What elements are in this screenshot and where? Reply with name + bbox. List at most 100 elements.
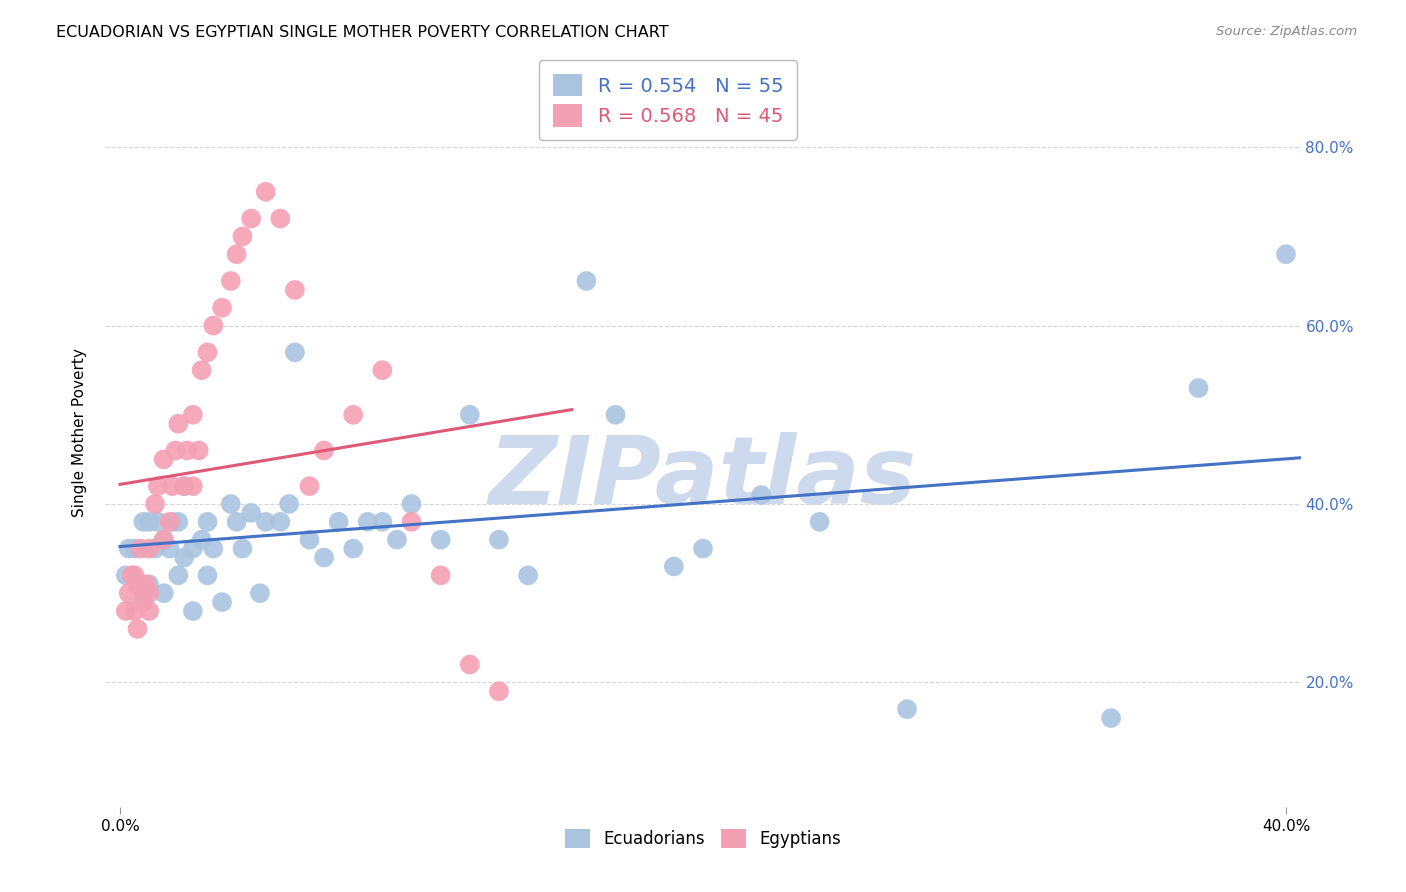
Point [240, 506, 263, 520]
Point [488, 684, 510, 698]
Point [278, 497, 301, 511]
Point [808, 515, 831, 529]
Point [401, 497, 423, 511]
Point [132, 515, 155, 529]
Point [342, 541, 364, 556]
Point [312, 550, 335, 565]
Point [152, 533, 174, 547]
Point [197, 515, 219, 529]
Point [202, 318, 225, 333]
Point [371, 515, 394, 529]
Point [298, 479, 321, 493]
Point [173, 479, 195, 493]
Point [225, 515, 247, 529]
Point [342, 408, 364, 422]
Point [181, 604, 204, 618]
Point [152, 586, 174, 600]
Point [181, 541, 204, 556]
Point [749, 488, 772, 502]
Point [254, 515, 277, 529]
Point [121, 568, 143, 582]
Point [231, 541, 253, 556]
Point [429, 533, 451, 547]
Point [298, 533, 321, 547]
Legend: Ecuadorians, Egyptians: Ecuadorians, Egyptians [558, 822, 848, 855]
Point [357, 515, 380, 529]
Point [190, 533, 212, 547]
Point [165, 443, 187, 458]
Point [138, 541, 160, 556]
Point [231, 229, 253, 244]
Point [1187, 381, 1209, 395]
Point [124, 604, 146, 618]
Point [152, 452, 174, 467]
Point [162, 479, 184, 493]
Point [181, 479, 204, 493]
Point [371, 363, 394, 377]
Point [143, 497, 166, 511]
Point [187, 443, 209, 458]
Point [429, 568, 451, 582]
Point [211, 595, 233, 609]
Point [605, 408, 627, 422]
Point [167, 417, 190, 431]
Point [1099, 711, 1122, 725]
Point [167, 515, 190, 529]
Point [173, 479, 195, 493]
Point [138, 515, 160, 529]
Point [135, 577, 157, 591]
Point [138, 577, 160, 591]
Point [152, 533, 174, 547]
Point [575, 274, 598, 288]
Point [1275, 247, 1298, 261]
Point [249, 586, 271, 600]
Text: ECUADORIAN VS EGYPTIAN SINGLE MOTHER POVERTY CORRELATION CHART: ECUADORIAN VS EGYPTIAN SINGLE MOTHER POV… [56, 25, 669, 40]
Point [458, 408, 481, 422]
Point [385, 533, 408, 547]
Point [254, 185, 277, 199]
Point [328, 515, 350, 529]
Point [124, 541, 146, 556]
Point [176, 443, 198, 458]
Point [132, 586, 155, 600]
Text: Source: ZipAtlas.com: Source: ZipAtlas.com [1216, 25, 1357, 38]
Point [219, 497, 242, 511]
Point [458, 657, 481, 672]
Point [401, 515, 423, 529]
Point [197, 345, 219, 359]
Point [118, 586, 141, 600]
Point [162, 515, 184, 529]
Point [269, 211, 291, 226]
Point [225, 247, 247, 261]
Point [284, 345, 307, 359]
Point [118, 541, 141, 556]
Point [284, 283, 307, 297]
Point [146, 515, 169, 529]
Point [211, 301, 233, 315]
Point [692, 541, 714, 556]
Point [219, 274, 242, 288]
Point [173, 550, 195, 565]
Point [159, 515, 181, 529]
Point [138, 586, 160, 600]
Point [197, 568, 219, 582]
Point [127, 577, 149, 591]
Point [488, 533, 510, 547]
Point [129, 541, 152, 556]
Point [312, 443, 335, 458]
Point [143, 541, 166, 556]
Point [202, 541, 225, 556]
Point [517, 568, 540, 582]
Point [146, 479, 169, 493]
Point [127, 622, 149, 636]
Point [132, 595, 155, 609]
Y-axis label: Single Mother Poverty: Single Mother Poverty [72, 348, 87, 517]
Point [124, 568, 146, 582]
Text: ZIPatlas: ZIPatlas [489, 432, 917, 524]
Point [662, 559, 685, 574]
Point [138, 604, 160, 618]
Point [190, 363, 212, 377]
Point [115, 568, 138, 582]
Point [159, 541, 181, 556]
Point [167, 568, 190, 582]
